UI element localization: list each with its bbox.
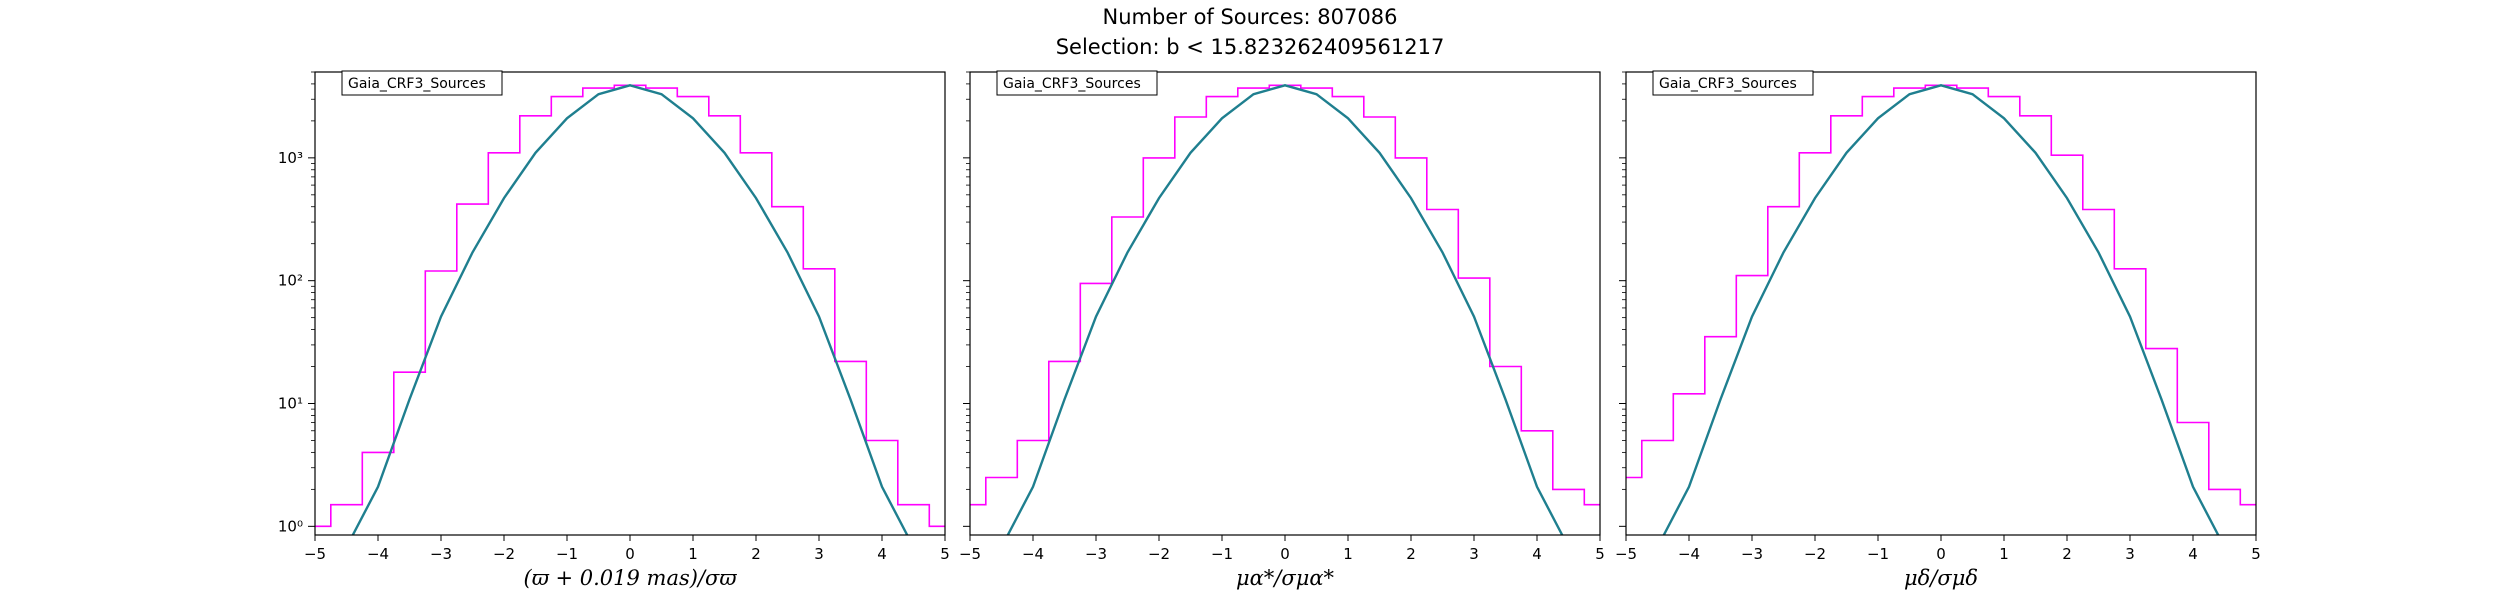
x-tick-label: 2 — [751, 545, 761, 563]
x-tick-label: 3 — [814, 545, 824, 563]
x-tick-label: −4 — [367, 545, 389, 563]
x-tick-label: −1 — [1867, 545, 1889, 563]
y-tick-label: 10⁰ — [278, 517, 303, 535]
legend: Gaia_CRF3_Sources — [996, 70, 1158, 96]
panel-1: −5 −4 −3 −2 −1 0 1 2 3 4 5 10⁰ 10¹ 10² 10³ Gaia_CRF3_So… — [278, 70, 950, 590]
x-tick-label: 1 — [1343, 545, 1353, 563]
x-tick-label: 5 — [2251, 545, 2261, 563]
x-tick-label: 5 — [1595, 545, 1605, 563]
legend: Gaia_CRF3_Sources — [1652, 70, 1814, 96]
x-tick-label: 4 — [877, 545, 887, 563]
x-tick-label: −5 — [959, 545, 981, 563]
x-tick-label: 5 — [940, 545, 950, 563]
gaussian-fit-line — [1662, 84, 2220, 535]
y-tick-label: 10³ — [278, 149, 303, 167]
x-tick-label: 0 — [1280, 545, 1290, 563]
x-tick-label: −2 — [493, 545, 515, 563]
x-tick-label: 2 — [1406, 545, 1416, 563]
legend-label: Gaia_CRF3_Sources — [1003, 76, 1141, 92]
axes-frame — [1625, 71, 2257, 536]
legend-box — [1652, 70, 1814, 96]
figure-title-sources: Number of Sources: 807086 — [1102, 5, 1398, 29]
x-tick-label: −4 — [1678, 545, 1700, 563]
legend: Gaia_CRF3_Sources — [341, 70, 503, 96]
gaussian-fit-line — [1006, 84, 1564, 535]
legend-box — [341, 70, 503, 96]
axes-frame — [314, 71, 946, 536]
legend-label: Gaia_CRF3_Sources — [1659, 76, 1797, 92]
x-axis-label: (ϖ + 0.019 mas)/σϖ — [524, 566, 738, 590]
x-tick-label: 2 — [2062, 545, 2072, 563]
legend-label: Gaia_CRF3_Sources — [348, 76, 486, 92]
x-tick-label: −1 — [1211, 545, 1233, 563]
figure-title-selection: Selection: b < 15.823262409561217 — [1055, 35, 1445, 59]
x-tick-label: 0 — [1936, 545, 1946, 563]
x-tick-label: 0 — [625, 545, 635, 563]
x-tick-label: 4 — [2188, 545, 2198, 563]
x-tick-label: −5 — [1615, 545, 1637, 563]
x-tick-label: 4 — [1532, 545, 1542, 563]
x-tick-label: 3 — [2125, 545, 2135, 563]
x-tick-label: −2 — [1804, 545, 1826, 563]
x-axis-label: μα*/σμα* — [1236, 566, 1335, 590]
x-tick-label: −1 — [556, 545, 578, 563]
axes-frame — [969, 71, 1601, 536]
x-tick-label: −4 — [1022, 545, 1044, 563]
histogram-series — [970, 84, 1600, 506]
x-tick-label: −3 — [430, 545, 452, 563]
x-tick-label: −2 — [1148, 545, 1170, 563]
x-tick-label: 1 — [1999, 545, 2009, 563]
y-tick-label: 10¹ — [278, 395, 303, 413]
panel-2: −5 −4 −3 −2 −1 0 1 2 3 4 5 Gaia_CRF3_Sources μα*/σμα… — [959, 70, 1605, 590]
x-tick-label: −5 — [304, 545, 326, 563]
histogram-series — [1626, 84, 2256, 506]
legend-box — [996, 70, 1158, 96]
panel-3: −5 −4 −3 −2 −1 0 1 2 3 4 5 Gaia_CRF3_Sources μδ/σμδ — [1615, 70, 2261, 590]
y-tick-label: 10² — [278, 272, 303, 290]
histogram-series — [315, 84, 945, 528]
gaussian-fit-line — [351, 84, 909, 535]
x-tick-label: 1 — [688, 545, 698, 563]
x-tick-label: −3 — [1741, 545, 1763, 563]
x-axis-label: μδ/σμδ — [1904, 566, 1978, 590]
x-tick-label: −3 — [1085, 545, 1107, 563]
x-tick-label: 3 — [1469, 545, 1479, 563]
